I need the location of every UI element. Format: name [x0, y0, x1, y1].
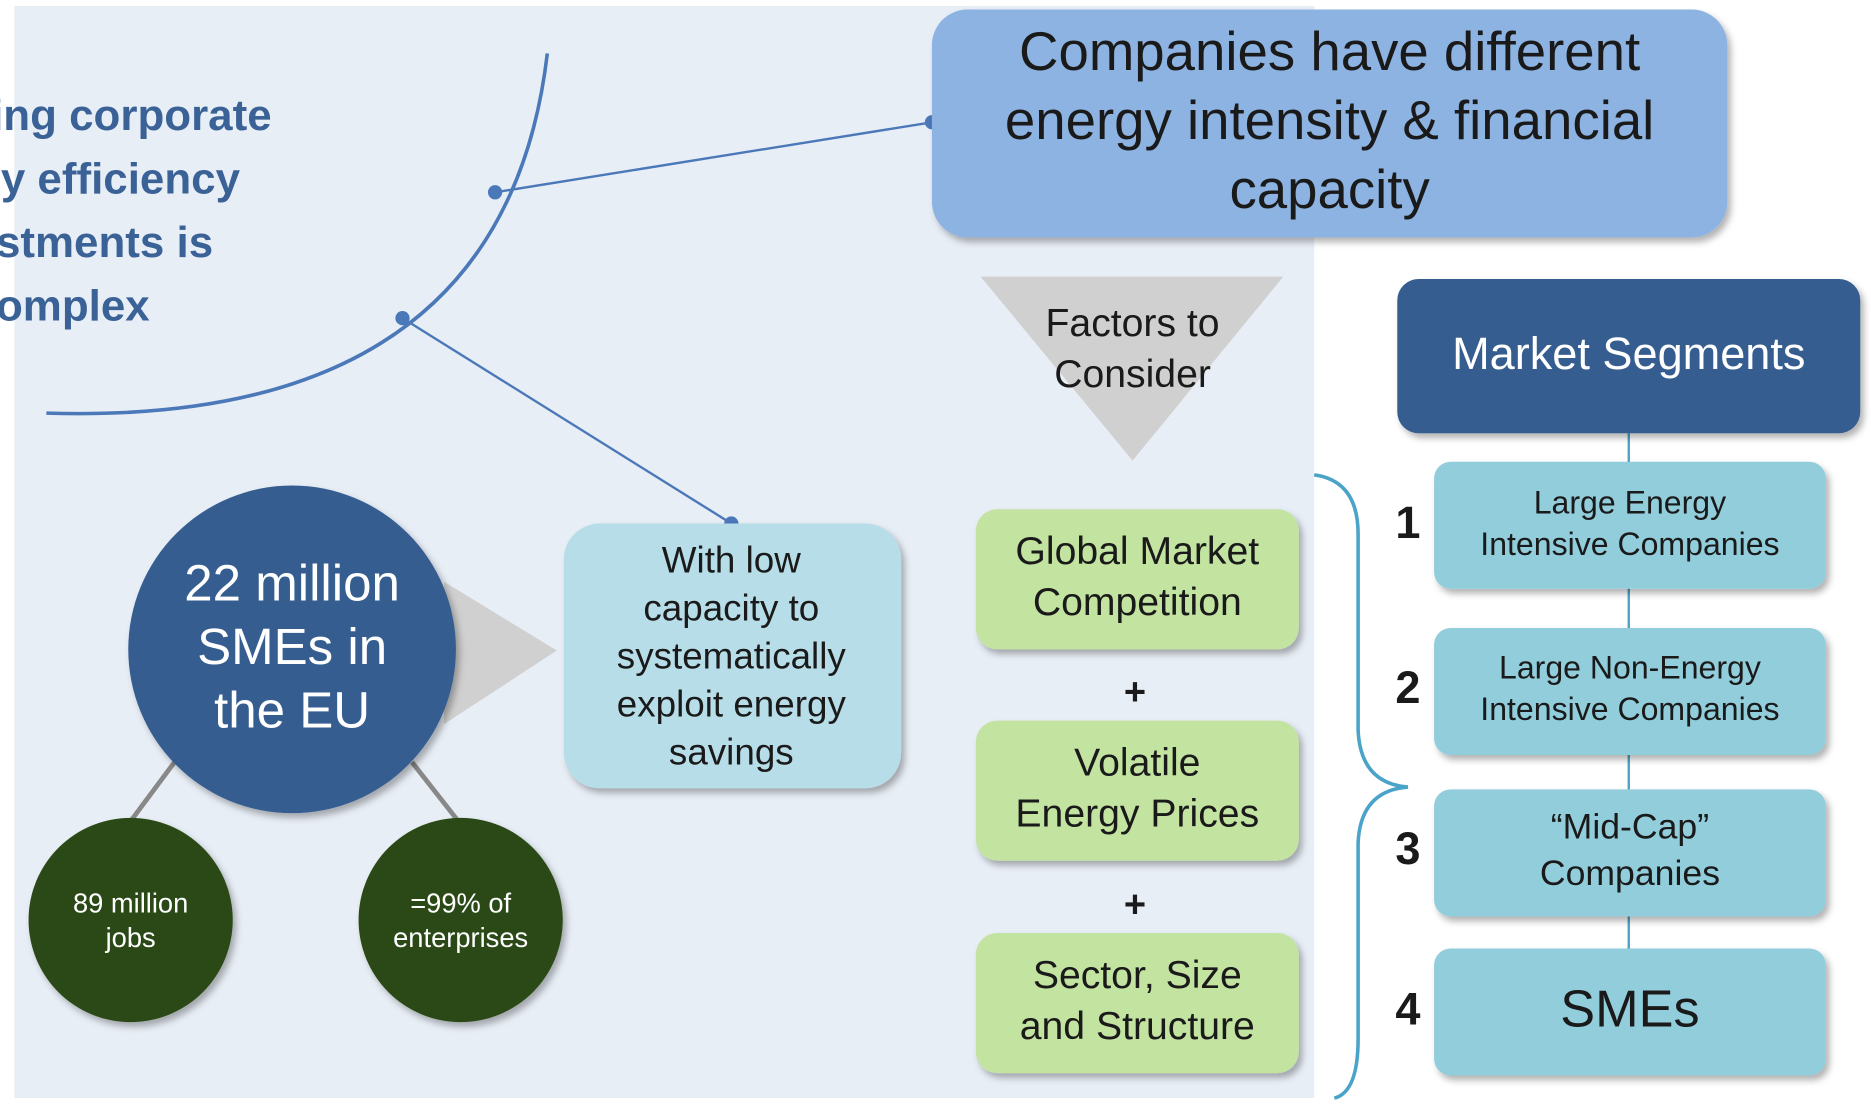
segment-box: [1434, 789, 1826, 917]
callout-box: [563, 523, 902, 789]
factor-box: [975, 509, 1299, 650]
sme-child-label: =99% of: [410, 887, 511, 918]
sme-child-label: jobs: [105, 922, 156, 953]
factor-label: Sector, Size: [1033, 954, 1242, 997]
factor-box: [975, 720, 1299, 861]
factor-box: [975, 933, 1299, 1074]
callout-line: systematically: [617, 636, 847, 677]
factor-label: and Structure: [1020, 1005, 1255, 1048]
header-box: [931, 9, 1728, 238]
sme-child-circle: [28, 817, 233, 1023]
connector: [401, 317, 732, 525]
callout-line: capacity to: [643, 587, 819, 628]
title-line: Financing corporate: [0, 91, 272, 140]
sme-child-label: 89 million: [73, 887, 188, 918]
factor-label: Global Market: [1015, 530, 1259, 573]
factors-heading: Consider: [1054, 353, 1211, 396]
factor-label: Competition: [1033, 581, 1242, 624]
segment-label: Intensive Companies: [1480, 691, 1779, 727]
segment-label: “Mid-Cap”: [1551, 807, 1709, 847]
sme-child-circle: [358, 817, 563, 1023]
segment-label: Large Non-Energy: [1499, 650, 1761, 686]
factor-label: Volatile: [1074, 741, 1200, 784]
segment-number: 1: [1395, 497, 1420, 548]
factor-label: Energy Prices: [1015, 792, 1259, 835]
segment-label: Large Energy: [1534, 485, 1726, 521]
factors-heading: Factors to: [1046, 302, 1220, 345]
segments-heading: Market Segments: [1452, 328, 1805, 379]
callout-line: savings: [669, 732, 794, 773]
connector: [494, 121, 933, 194]
header-line: Companies have different: [1019, 21, 1640, 82]
sme-label: the EU: [214, 682, 370, 739]
sme-label: 22 million: [184, 555, 400, 612]
dot: [487, 185, 503, 200]
segment-box: [1434, 948, 1826, 1076]
segment-box: [1434, 461, 1826, 589]
segment-box: [1434, 627, 1826, 755]
title-line: investments is: [0, 218, 213, 267]
sme-child-label: enterprises: [393, 922, 528, 953]
sme-label: SMEs in: [197, 618, 387, 675]
header-line: energy intensity & financial: [1005, 90, 1654, 151]
segment-number: 4: [1395, 983, 1420, 1034]
segment-label: Companies: [1540, 853, 1720, 893]
callout-line: With low: [662, 539, 801, 580]
callout-pointer: [444, 581, 557, 725]
dot: [395, 311, 410, 326]
factors-triangle: [980, 276, 1284, 461]
operator: +: [1124, 884, 1146, 926]
title-line: complex: [0, 282, 150, 331]
link: [127, 760, 177, 825]
title-line: energy efficiency: [0, 155, 241, 204]
segment-label: SMEs: [1560, 980, 1699, 1038]
segment-number: 2: [1395, 662, 1420, 713]
header-line: capacity: [1229, 159, 1430, 220]
brace: [1313, 473, 1409, 1100]
arc: [46, 53, 550, 416]
segment-label: Intensive Companies: [1480, 526, 1779, 562]
segment-number: 3: [1395, 823, 1420, 874]
segments-heading-box: [1397, 278, 1861, 434]
sme-circle: [128, 485, 456, 814]
operator: +: [1124, 671, 1146, 713]
callout-line: exploit energy: [617, 684, 847, 725]
link: [410, 760, 462, 825]
